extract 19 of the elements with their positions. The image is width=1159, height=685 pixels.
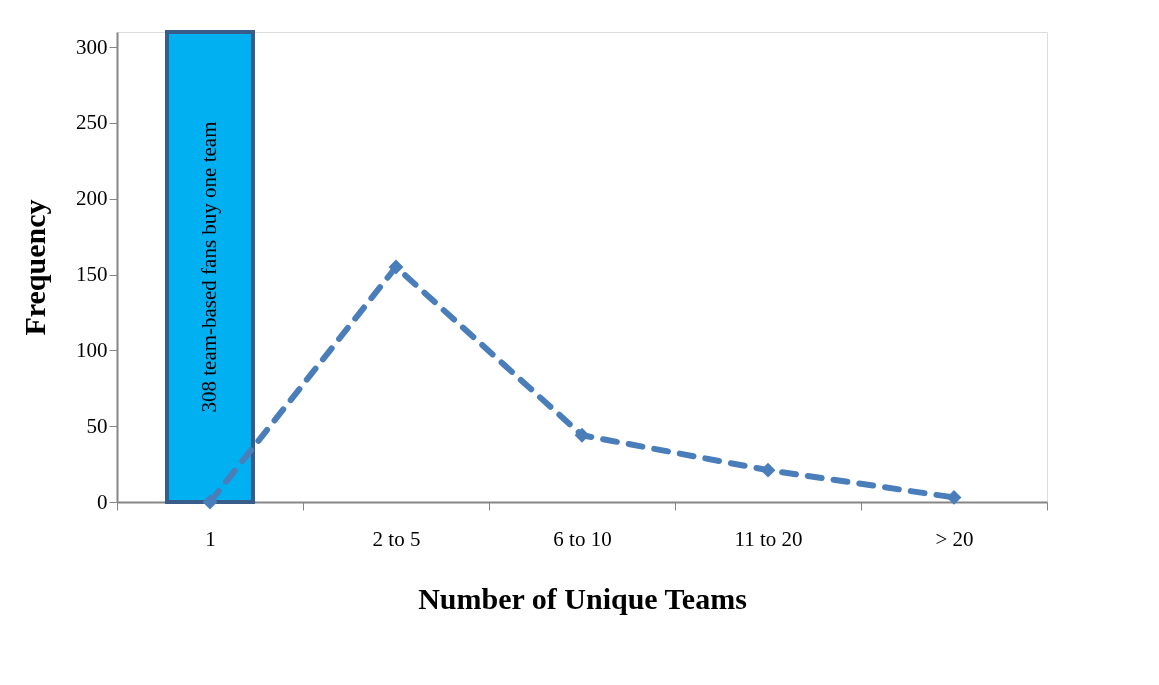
x-axis-title: Number of Unique Teams	[418, 581, 747, 615]
point	[760, 462, 776, 478]
y-tick-label: 0	[97, 489, 108, 514]
y-tick-label: 50	[86, 413, 108, 438]
point	[388, 259, 404, 275]
point	[574, 427, 590, 443]
band-label: 308 team-based fans buy one team	[197, 121, 221, 413]
y-tick-label: 200	[76, 186, 108, 211]
x-tick-label: 2 to 5	[372, 526, 421, 551]
y-tick-label: 150	[76, 262, 108, 287]
x-tick-label: 6 to 10	[553, 526, 612, 551]
y-tick-label: 250	[76, 110, 108, 135]
y-tick-label: 100	[76, 337, 108, 362]
y-tick-label: 300	[76, 34, 108, 59]
x-tick-label: > 20	[935, 526, 974, 551]
x-tick-label: 1	[205, 526, 216, 551]
point	[202, 494, 218, 510]
y-axis-title: Frequency	[18, 199, 51, 336]
x-tick-label: 11 to 20	[734, 526, 803, 551]
